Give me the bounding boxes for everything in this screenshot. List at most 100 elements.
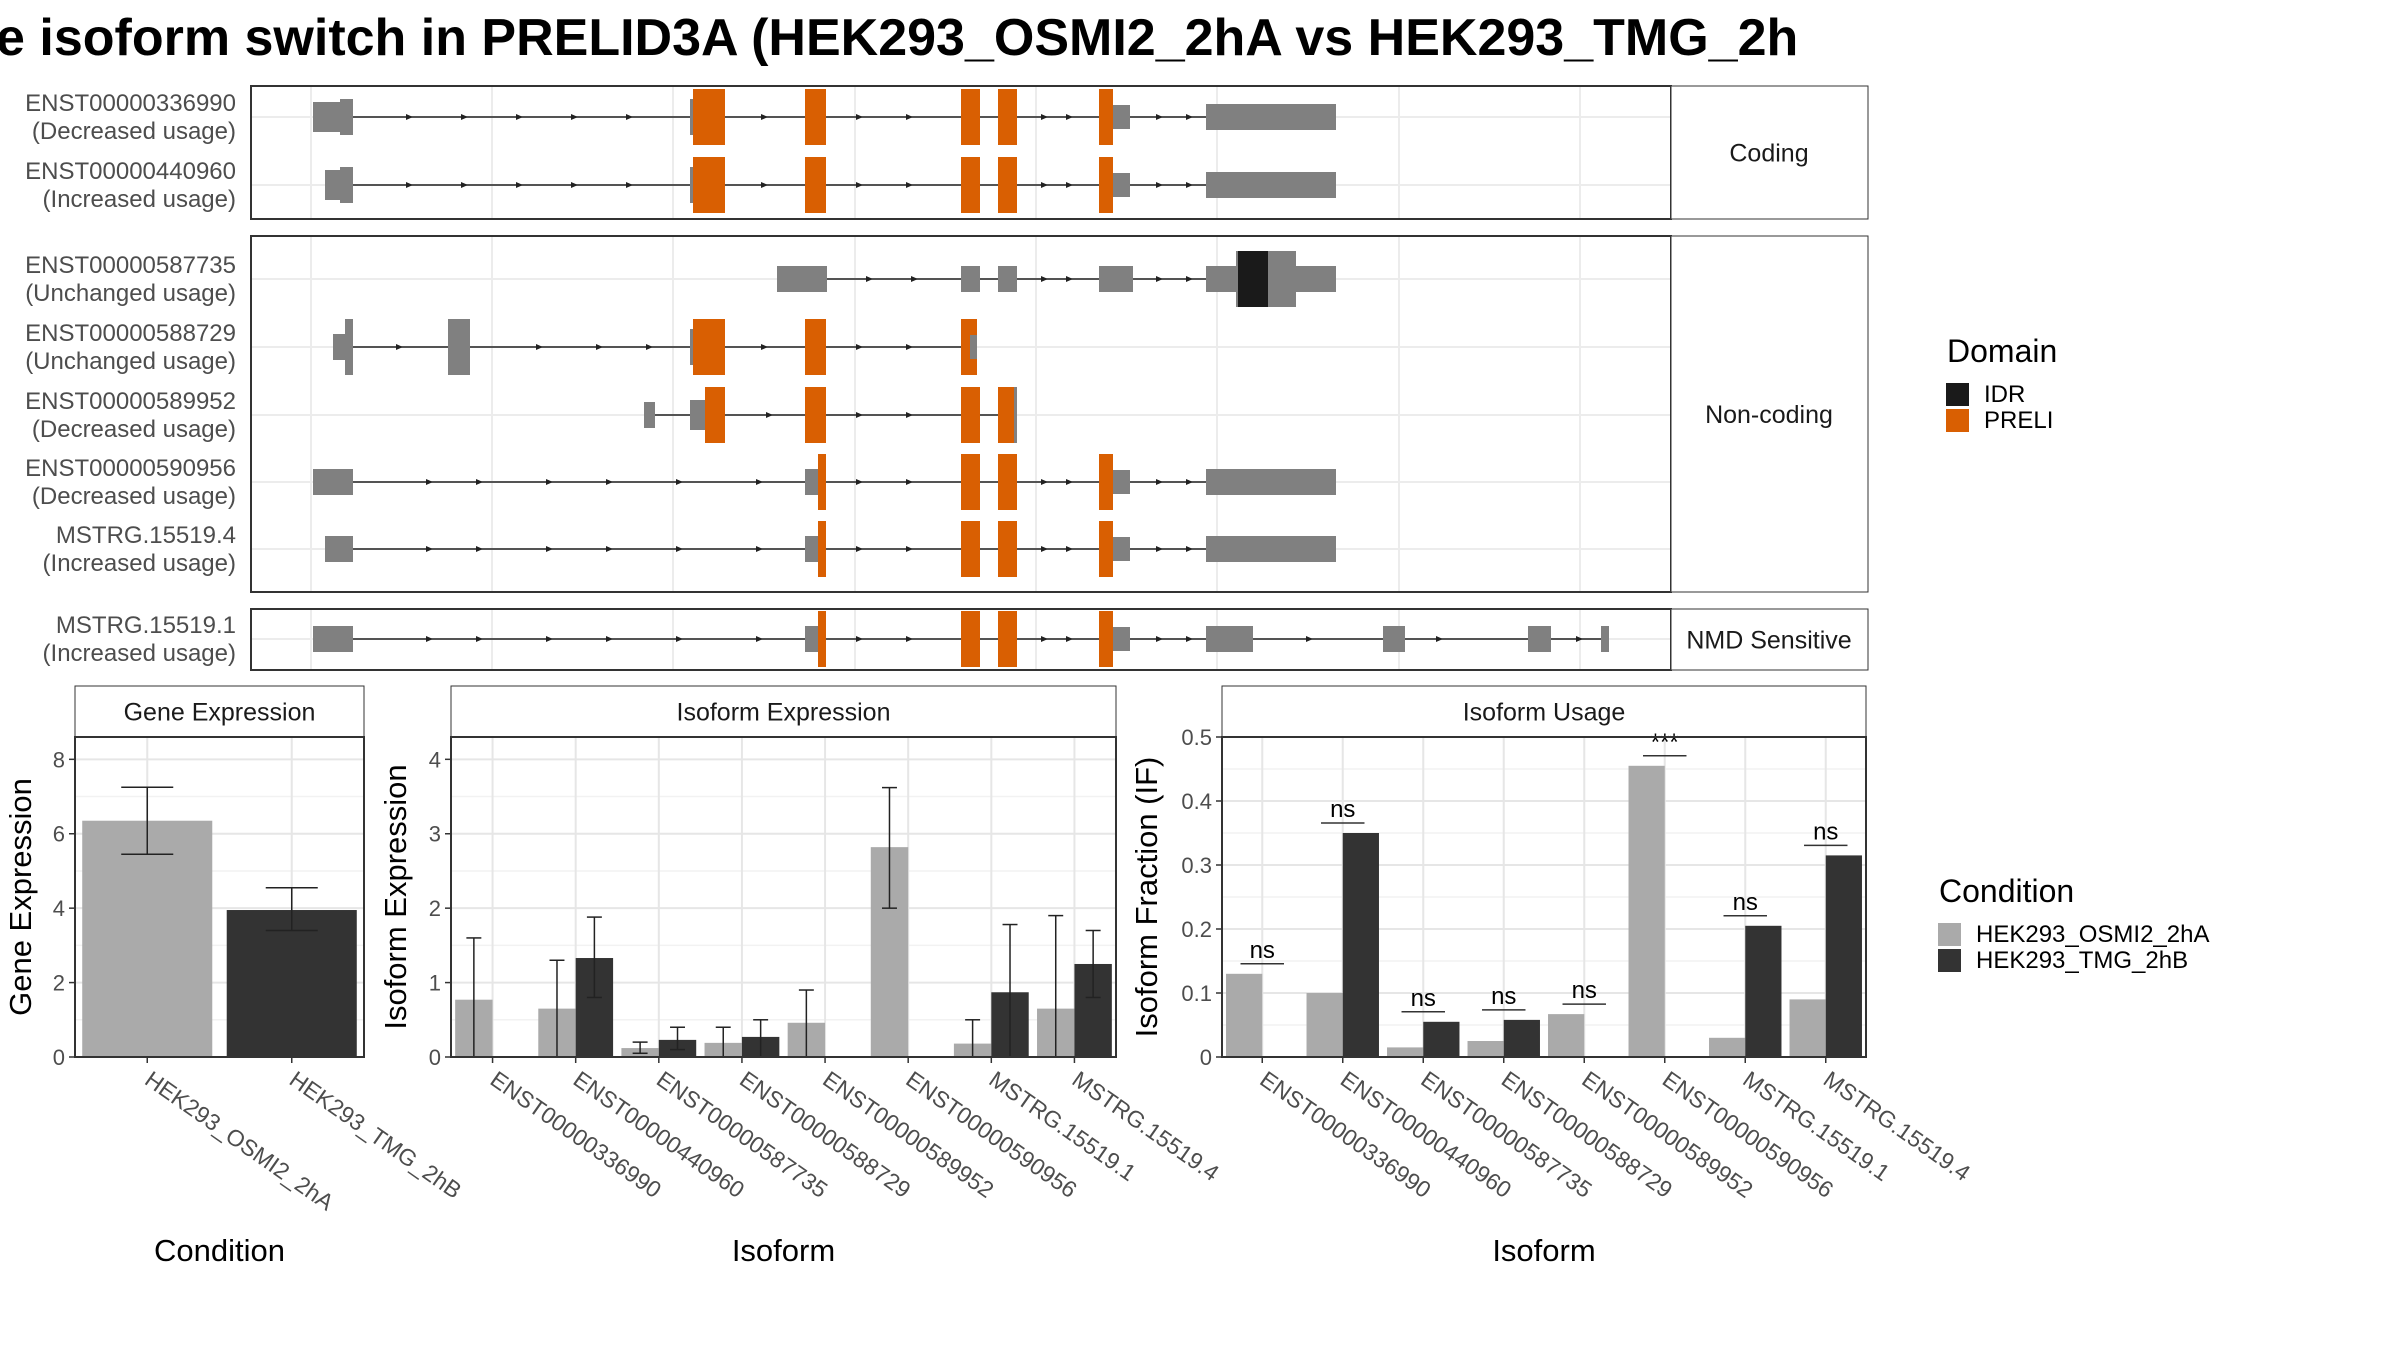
strand-arrow	[761, 182, 768, 188]
bar	[1745, 925, 1782, 1057]
exon-block	[961, 454, 980, 510]
strand-arrow	[476, 546, 483, 552]
transcript-track: MSTRG.15519.4(Increased usage)	[43, 521, 1336, 577]
exon-block	[805, 319, 826, 375]
strand-arrow	[461, 114, 468, 120]
transcript-track: ENST00000440960(Increased usage)	[25, 157, 1336, 213]
strand-arrow	[1306, 636, 1313, 642]
strand-arrow	[906, 412, 913, 418]
bar	[1709, 1037, 1746, 1057]
transcript-id-label: ENST00000587735	[25, 252, 236, 279]
bar	[1387, 1047, 1424, 1057]
y-tick-label: 3	[429, 822, 441, 847]
transcript-id-label: MSTRG.15519.1	[56, 612, 236, 639]
exon-block	[1113, 537, 1130, 561]
exon-block	[1113, 627, 1130, 651]
strand-arrow	[546, 636, 553, 642]
exon-block	[313, 102, 340, 132]
transcript-track: ENST00000587735(Unchanged usage)	[25, 251, 1336, 307]
exon-block	[1113, 173, 1130, 197]
strand-arrow	[1066, 276, 1073, 282]
bar	[1628, 765, 1665, 1057]
bar	[1503, 1019, 1540, 1057]
x-tick-label: MSTRG.15519.4	[1819, 1066, 1975, 1186]
strand-arrow	[911, 276, 918, 282]
exon-block	[325, 536, 353, 562]
strand-arrow	[426, 636, 433, 642]
strand-arrow	[906, 182, 913, 188]
transcript-usage-label: (Increased usage)	[43, 550, 236, 577]
exon-block	[961, 266, 980, 292]
exon-block	[690, 99, 693, 135]
strand-arrow	[516, 182, 523, 188]
transcript-id-label: ENST00000440960	[25, 158, 236, 185]
exon-block	[340, 99, 353, 135]
strand-arrow	[536, 344, 543, 350]
strand-arrow	[856, 546, 863, 552]
transcript-id-label: ENST00000589952	[25, 388, 236, 415]
legend-key	[1946, 409, 1969, 432]
strand-arrow	[856, 636, 863, 642]
facet-strip	[1670, 235, 1869, 593]
isoform-expression-panel: Isoform Expression01234ENST00000336990EN…	[378, 685, 1224, 1268]
strand-arrow	[756, 479, 763, 485]
strand-arrow	[1156, 276, 1163, 282]
y-tick-label: 0	[1200, 1045, 1212, 1070]
significance-label: ns	[1813, 818, 1838, 845]
exon-block	[998, 266, 1017, 292]
transcript-usage-label: (Increased usage)	[43, 186, 236, 213]
strand-arrow	[756, 636, 763, 642]
exon-block	[333, 334, 345, 360]
legend-key	[1938, 949, 1961, 972]
y-tick-label: 0.5	[1181, 725, 1212, 750]
strand-arrow	[606, 479, 613, 485]
exon-block	[1268, 251, 1296, 307]
exon-block	[961, 89, 980, 145]
strand-arrow	[646, 344, 653, 350]
significance-label: ns	[1330, 796, 1355, 823]
exon-block	[693, 157, 725, 213]
exon-block	[313, 469, 353, 495]
strand-arrow	[1576, 636, 1583, 642]
transcript-id-label: ENST00000588729	[25, 320, 236, 347]
exon-block	[998, 89, 1017, 145]
bar	[82, 820, 213, 1057]
panel-border	[450, 736, 1117, 1058]
exon-block	[1206, 172, 1336, 198]
bar	[1548, 1014, 1585, 1057]
exon-block	[970, 335, 977, 359]
x-axis-title: Isoform	[732, 1233, 835, 1268]
strand-arrow	[1066, 114, 1073, 120]
y-tick-label: 0	[53, 1045, 65, 1070]
bar	[226, 910, 357, 1057]
exon-block	[961, 319, 977, 375]
legend-title: Domain	[1947, 333, 2057, 369]
strand-arrow	[906, 344, 913, 350]
exon-block	[777, 266, 827, 292]
strand-arrow	[1066, 479, 1073, 485]
panel-title: Gene Expression	[124, 699, 316, 727]
exon-block	[1383, 626, 1405, 652]
y-axis-title: Isoform Fraction (IF)	[1129, 757, 1164, 1038]
exon-block	[805, 157, 826, 213]
exon-block	[1099, 611, 1113, 667]
strand-arrow	[1156, 636, 1163, 642]
significance-label: ns	[1572, 977, 1597, 1004]
bar	[1467, 1041, 1504, 1057]
transcript-usage-label: (Unchanged usage)	[25, 348, 236, 375]
exon-block	[644, 402, 655, 428]
strand-arrow	[1436, 636, 1443, 642]
exon-block	[340, 167, 353, 203]
strand-arrow	[406, 182, 413, 188]
exon-block	[705, 387, 725, 443]
strand-arrow	[546, 546, 553, 552]
exon-block	[1099, 266, 1133, 292]
strand-arrow	[571, 114, 578, 120]
strand-arrow	[766, 412, 773, 418]
x-tick-label: MSTRG.15519.4	[1068, 1066, 1224, 1186]
strand-arrow	[516, 114, 523, 120]
exon-block	[1099, 521, 1113, 577]
bar	[1306, 993, 1343, 1057]
isoform-usage-panel: Isoform Usage00.10.20.30.40.5nsENST00000…	[1129, 685, 1975, 1268]
